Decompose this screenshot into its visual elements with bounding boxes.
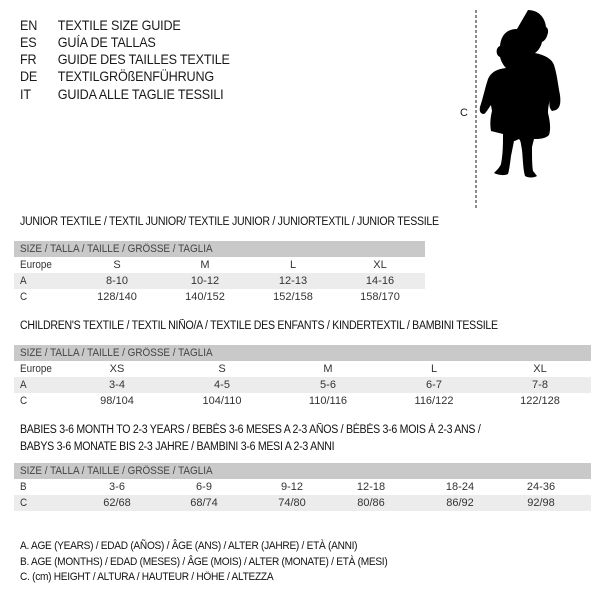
table-cell: 14-16 bbox=[365, 275, 395, 287]
table-row: A 8-10 10-12 12-13 14-16 bbox=[14, 273, 425, 289]
table-cell: 116/122 bbox=[414, 395, 454, 407]
row-label: C bbox=[20, 395, 28, 407]
table-cell: 80/86 bbox=[357, 497, 385, 509]
child-silhouette-icon bbox=[475, 10, 561, 208]
table-cell: L bbox=[289, 259, 297, 271]
table-cell: 18-24 bbox=[445, 481, 475, 493]
table-cell: 5-6 bbox=[320, 379, 336, 391]
table-cell: M bbox=[323, 363, 333, 375]
table-row: C 62/68 68/74 74/80 80/86 86/92 92/98 bbox=[14, 495, 591, 511]
guide-title: TEXTILE SIZE GUIDE bbox=[57, 17, 181, 33]
row-label: A bbox=[20, 379, 27, 391]
table-cell: 74/80 bbox=[278, 497, 306, 509]
table-cell: XL bbox=[373, 259, 387, 271]
table-cell: 92/98 bbox=[527, 497, 555, 509]
legend-note: B. AGE (MONTHS) / EDAD (MESES) / ÂGE (MO… bbox=[20, 556, 388, 568]
table-cell: 122/128 bbox=[520, 395, 560, 407]
table-cell: 6-9 bbox=[196, 481, 212, 493]
row-label: C bbox=[20, 291, 28, 303]
row-label: Europe bbox=[20, 363, 52, 375]
table-header-label: SIZE / TALLA / TAILLE / GRÖSSE / TAGLIA bbox=[20, 465, 213, 477]
table-cell: 4-5 bbox=[214, 379, 230, 391]
guide-title: GUÍA DE TALLAS bbox=[57, 34, 156, 50]
row-label: B bbox=[20, 481, 27, 493]
language-title-row: IT GUIDA ALLE TAGLIE TESSILI bbox=[20, 86, 224, 102]
section-title: BABYS 3-6 MONATE BIS 2-3 JAHRE / BAMBINI… bbox=[20, 441, 335, 453]
language-title-row: FR GUIDE DES TAILLES TEXTILE bbox=[20, 51, 230, 67]
table-cell: XL bbox=[533, 363, 547, 375]
table-cell: 10-12 bbox=[190, 275, 220, 287]
guide-title: GUIDA ALLE TAGLIE TESSILI bbox=[57, 86, 224, 102]
language-title-row: EN TEXTILE SIZE GUIDE bbox=[20, 17, 181, 33]
table-header-row: SIZE / TALLA / TAILLE / GRÖSSE / TAGLIA bbox=[14, 241, 425, 257]
language-title-row: DE TEXTILGRÖßENFÜHRUNG bbox=[20, 68, 214, 84]
table-header-row: SIZE / TALLA / TAILLE / GRÖSSE / TAGLIA bbox=[14, 345, 591, 361]
table-cell: XS bbox=[109, 363, 125, 375]
language-title-row: ES GUÍA DE TALLAS bbox=[20, 34, 156, 50]
size-table: SIZE / TALLA / TAILLE / GRÖSSE / TAGLIA E… bbox=[14, 241, 425, 305]
section-title: JUNIOR TEXTILE / TEXTIL JUNIOR/ TEXTILE … bbox=[20, 216, 439, 228]
table-cell: 62/68 bbox=[103, 497, 131, 509]
table-row: B 3-6 6-9 9-12 12-18 18-24 24-36 bbox=[14, 479, 591, 495]
section-title: BABIES 3-6 MONTH TO 2-3 YEARS / BEBÉS 3-… bbox=[20, 424, 481, 436]
table-cell: 68/74 bbox=[190, 497, 218, 509]
table-header-label: SIZE / TALLA / TAILLE / GRÖSSE / TAGLIA bbox=[20, 243, 213, 255]
table-cell: 158/170 bbox=[360, 291, 400, 303]
language-code: EN bbox=[20, 17, 38, 33]
table-row: A 3-4 4-5 5-6 6-7 7-8 bbox=[14, 377, 591, 393]
table-cell: S bbox=[218, 363, 226, 375]
row-label: A bbox=[20, 275, 27, 287]
table-cell: 140/152 bbox=[185, 291, 225, 303]
table-cell: 98/104 bbox=[100, 395, 134, 407]
table-cell: L bbox=[430, 363, 438, 375]
language-code: ES bbox=[20, 34, 37, 50]
legend-note: C. (cm) HEIGHT / ALTURA / HAUTEUR / HÖHE… bbox=[20, 571, 274, 583]
table-cell: M bbox=[200, 259, 210, 271]
guide-title: GUIDE DES TAILLES TEXTILE bbox=[57, 51, 230, 67]
language-code: IT bbox=[20, 86, 31, 102]
table-cell: 110/116 bbox=[308, 395, 348, 407]
table-row: C 98/104 104/110 110/116 116/122 122/128 bbox=[14, 393, 591, 409]
table-cell: 86/92 bbox=[446, 497, 474, 509]
table-cell: 3-6 bbox=[109, 481, 125, 493]
section-title: CHILDREN'S TEXTILE / TEXTIL NIÑO/A / TEX… bbox=[20, 320, 498, 332]
table-cell: 8-10 bbox=[105, 275, 129, 287]
legend-note: A. AGE (YEARS) / EDAD (AÑOS) / ÂGE (ANS)… bbox=[20, 540, 358, 552]
table-row: C 128/140 140/152 152/158 158/170 bbox=[14, 289, 425, 305]
table-header-row: SIZE / TALLA / TAILLE / GRÖSSE / TAGLIA bbox=[14, 463, 591, 479]
table-cell: 12-18 bbox=[356, 481, 386, 493]
table-cell: 12-13 bbox=[278, 275, 308, 287]
table-header-label: SIZE / TALLA / TAILLE / GRÖSSE / TAGLIA bbox=[20, 347, 213, 359]
row-label: Europe bbox=[20, 259, 52, 271]
table-row: Europe XS S M L XL bbox=[14, 361, 591, 377]
table-cell: 152/158 bbox=[273, 291, 313, 303]
table-cell: 104/110 bbox=[202, 395, 242, 407]
table-cell: 9-12 bbox=[280, 481, 304, 493]
row-label: C bbox=[20, 497, 28, 509]
language-code: FR bbox=[20, 51, 37, 67]
table-row: Europe S M L XL bbox=[14, 257, 425, 273]
height-label: C bbox=[460, 107, 468, 119]
size-table: SIZE / TALLA / TAILLE / GRÖSSE / TAGLIA E… bbox=[14, 345, 591, 409]
table-cell: 3-4 bbox=[109, 379, 125, 391]
table-cell: S bbox=[113, 259, 121, 271]
table-cell: 7-8 bbox=[532, 379, 548, 391]
size-table: SIZE / TALLA / TAILLE / GRÖSSE / TAGLIA B… bbox=[14, 463, 591, 511]
guide-title: TEXTILGRÖßENFÜHRUNG bbox=[57, 68, 214, 84]
table-cell: 6-7 bbox=[426, 379, 442, 391]
language-code: DE bbox=[20, 68, 38, 84]
table-cell: 24-36 bbox=[526, 481, 556, 493]
height-figure: C bbox=[440, 0, 600, 215]
table-cell: 128/140 bbox=[97, 291, 137, 303]
